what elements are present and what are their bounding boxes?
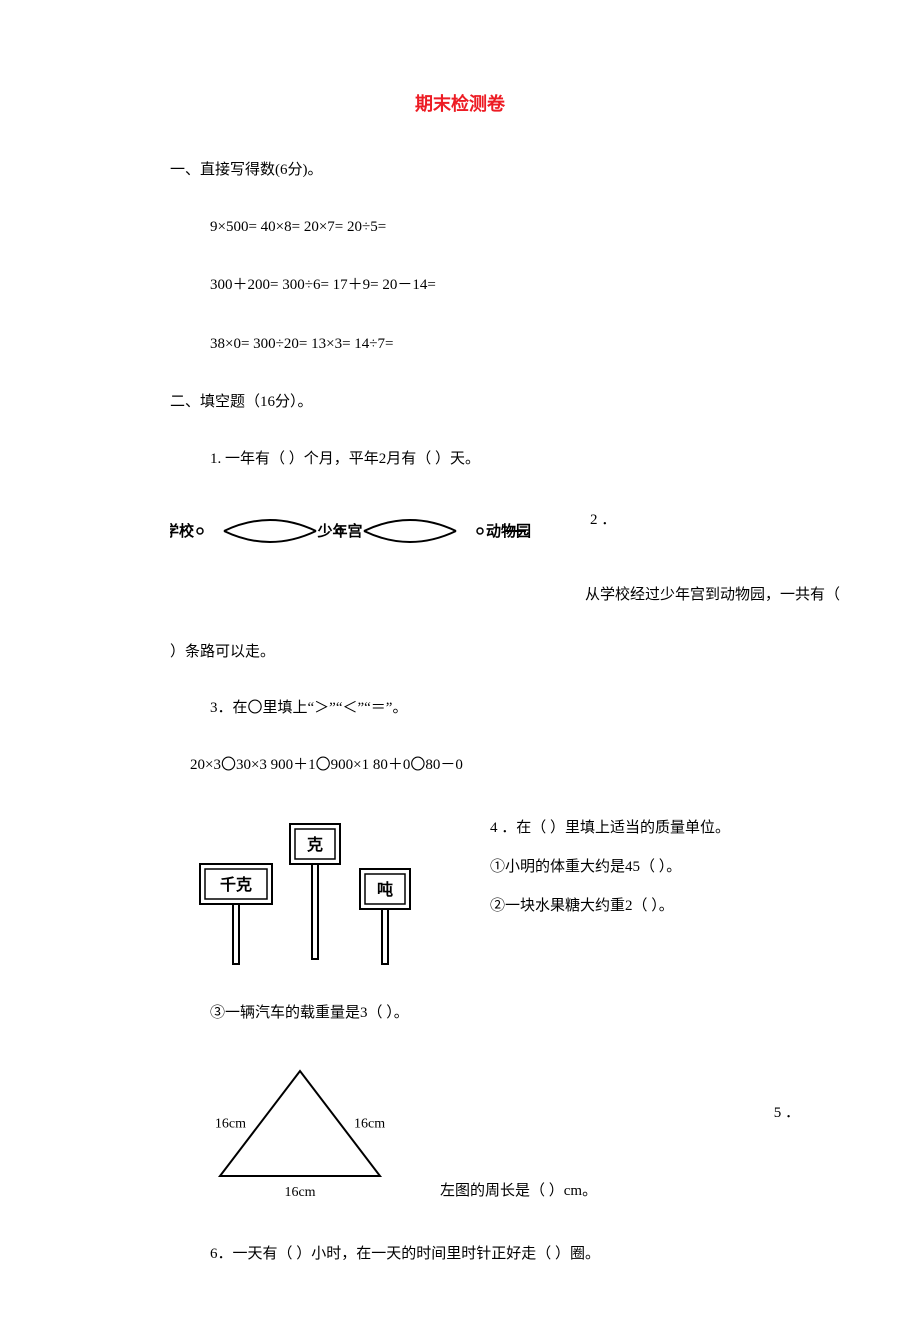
q5-num: 5 ． [440, 1099, 840, 1128]
q5-row: 16cm 16cm 16cm 5 ． 左图的周长是（ ）cm。 [80, 1056, 840, 1206]
exam-page: 期末检测卷 一、直接写得数(6分)。 9×500= 40×8= 20×7= 20… [0, 0, 920, 1336]
section2-heading: 二、填空题（16分）。 [170, 388, 840, 417]
svg-text:16cm: 16cm [354, 1116, 385, 1131]
svg-text:学校: 学校 [170, 522, 195, 540]
q4-stem: 4 ．在（ ）里填上适当的质量单位。 [490, 809, 840, 848]
q2-row: 学校 少年宫 动物园 2 ． [80, 501, 840, 561]
q3-expr: 20×3〇30×3 900＋1〇900×1 80＋0〇80－0 [190, 751, 840, 780]
q1: 1. 一年有（ ）个月，平年2月有（ ）天。 [210, 445, 840, 474]
svg-text:吨: 吨 [377, 880, 393, 899]
svg-text:千克: 千克 [220, 875, 252, 894]
s1-line1: 9×500= 40×8= 20×7= 20÷5= [210, 213, 840, 242]
svg-text:16cm: 16cm [215, 1116, 246, 1131]
triangle-figure: 16cm 16cm 16cm [170, 1056, 410, 1206]
q3-stem: 3．在〇里填上“＞”“＜”“＝”。 [210, 694, 840, 723]
page-title: 期末检测卷 [80, 90, 840, 116]
q4-text: 4 ．在（ ）里填上适当的质量单位。 ①小明的体重大约是45（ ）。 ②一块水果… [490, 809, 840, 926]
q4-i2: ②一块水果糖大约重2（ ）。 [490, 887, 840, 926]
q6: 6．一天有（ ）小时，在一天的时间里时针正好走（ ）圈。 [210, 1240, 840, 1269]
q2-tail-a: 从学校经过少年宫到动物园，一共有（ [170, 581, 840, 610]
q5-body: 左图的周长是（ ）cm。 [440, 1177, 840, 1206]
svg-text:动物园: 动物园 [486, 522, 531, 540]
q4-i1: ①小明的体重大约是45（ ）。 [490, 848, 840, 887]
q4-row: 千克 克吨 4 ．在（ ）里填上适当的质量单位。 ①小明的体重大约是45（ ）。 … [80, 809, 840, 969]
triangle-svg: 16cm 16cm 16cm [170, 1056, 410, 1206]
svg-text:16cm: 16cm [284, 1185, 315, 1200]
q2-tail-b: ）条路可以走。 [170, 638, 840, 667]
section1-heading: 一、直接写得数(6分)。 [170, 156, 840, 185]
q2-lead: 2 ． [590, 501, 840, 540]
q5-text: 5 ． 左图的周长是（ ）cm。 [440, 1099, 840, 1206]
route-svg: 学校 少年宫 动物园 [170, 501, 540, 561]
route-figure: 学校 少年宫 动物园 [170, 501, 540, 561]
s1-line3: 38×0= 300÷20= 13×3= 14÷7= [210, 330, 840, 359]
s1-line2: 300＋200= 300÷6= 17＋9= 20－14= [210, 271, 840, 300]
units-svg: 千克 克吨 [170, 809, 450, 979]
svg-text:少年宫: 少年宫 [316, 522, 362, 540]
svg-text:克: 克 [307, 835, 323, 854]
units-figure: 千克 克吨 [170, 809, 450, 969]
q4-i3: ③一辆汽车的载重量是3（ ）。 [210, 999, 840, 1028]
